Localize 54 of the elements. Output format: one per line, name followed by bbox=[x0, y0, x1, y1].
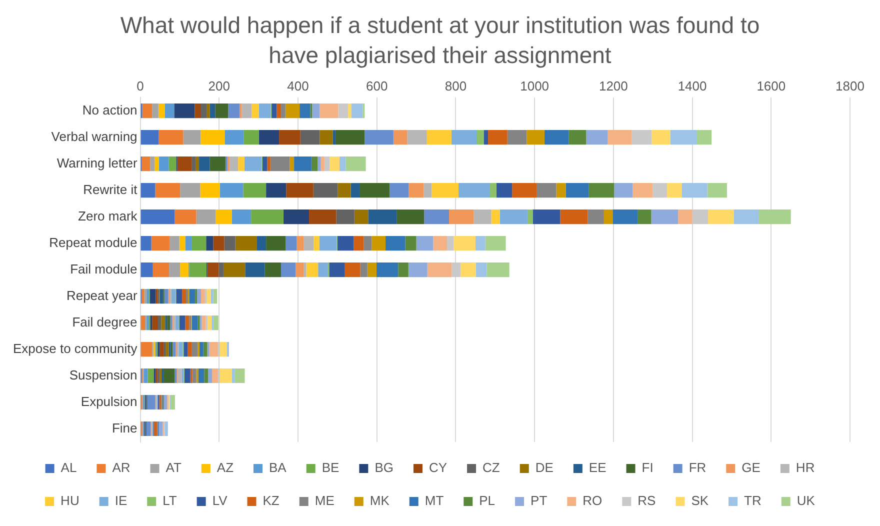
x-tick-label: 600 bbox=[366, 78, 388, 94]
legend-label: AR bbox=[112, 460, 130, 476]
legend-label: LT bbox=[162, 493, 177, 508]
legend-label: DE bbox=[535, 460, 554, 476]
legend-label: SK bbox=[691, 493, 709, 508]
legend-label: FI bbox=[642, 460, 654, 476]
y-tick-label: Verbal warning bbox=[51, 128, 138, 144]
y-tick-label: Fail module bbox=[70, 261, 138, 276]
y-tick-label: Fine bbox=[112, 420, 138, 436]
legend-label: PT bbox=[530, 493, 548, 508]
x-tick-label: 200 bbox=[208, 78, 230, 94]
x-tick-label: 800 bbox=[444, 78, 467, 94]
legend-label: CZ bbox=[482, 460, 500, 476]
legend-label: AT bbox=[166, 460, 182, 476]
legend-label: GE bbox=[742, 460, 761, 476]
legend-label: MT bbox=[424, 493, 444, 508]
x-tick-label: 1600 bbox=[756, 78, 786, 94]
x-tick-label: 1000 bbox=[520, 78, 550, 94]
x-tick-label: 0 bbox=[136, 78, 144, 94]
legend-label: ME bbox=[314, 493, 335, 508]
legend-label: BE bbox=[322, 460, 340, 476]
legend-label: MK bbox=[370, 493, 390, 508]
legend-label: RS bbox=[638, 493, 656, 508]
y-tick-label: Zero mark bbox=[78, 208, 138, 224]
legend-label: TR bbox=[744, 493, 762, 508]
x-tick-label: 1800 bbox=[836, 78, 864, 94]
legend-label: AL bbox=[60, 460, 77, 476]
y-tick-label: No action bbox=[82, 102, 138, 118]
legend-label: UK bbox=[796, 493, 816, 508]
x-tick-label: 1400 bbox=[678, 78, 707, 94]
legend-label: BG bbox=[374, 460, 394, 476]
legend-label: RO bbox=[582, 493, 602, 508]
legend-label: HR bbox=[796, 460, 815, 476]
legend-label: HU bbox=[60, 493, 80, 508]
x-tick-label: 400 bbox=[287, 78, 309, 94]
y-tick-label: Repeat year bbox=[66, 288, 138, 303]
legend-label: BA bbox=[269, 460, 287, 476]
y-tick-label: Suspension bbox=[69, 367, 138, 382]
legend-label: CY bbox=[428, 460, 448, 476]
legend-label: KZ bbox=[262, 493, 280, 508]
chart-title: What would happen if a student at your institution was found to have plagiarised their assignment bbox=[120, 11, 760, 70]
legend-label: EE bbox=[588, 460, 607, 476]
legend-label: PL bbox=[479, 493, 496, 508]
x-tick-label: 1200 bbox=[598, 78, 628, 94]
y-tick-label: Warning letter bbox=[56, 155, 138, 170]
y-tick-label: Fail degree bbox=[72, 314, 138, 330]
legend-label: FR bbox=[688, 460, 706, 476]
y-tick-label: Expulsion bbox=[80, 394, 138, 409]
legend-label: LV bbox=[212, 493, 228, 508]
legend-label: AZ bbox=[216, 460, 234, 476]
y-tick-label: Repeat module bbox=[49, 234, 138, 250]
y-tick-label: Expose to community bbox=[12, 340, 138, 356]
legend-label: IE bbox=[114, 493, 128, 508]
y-tick-label: Rewrite it bbox=[83, 182, 138, 197]
